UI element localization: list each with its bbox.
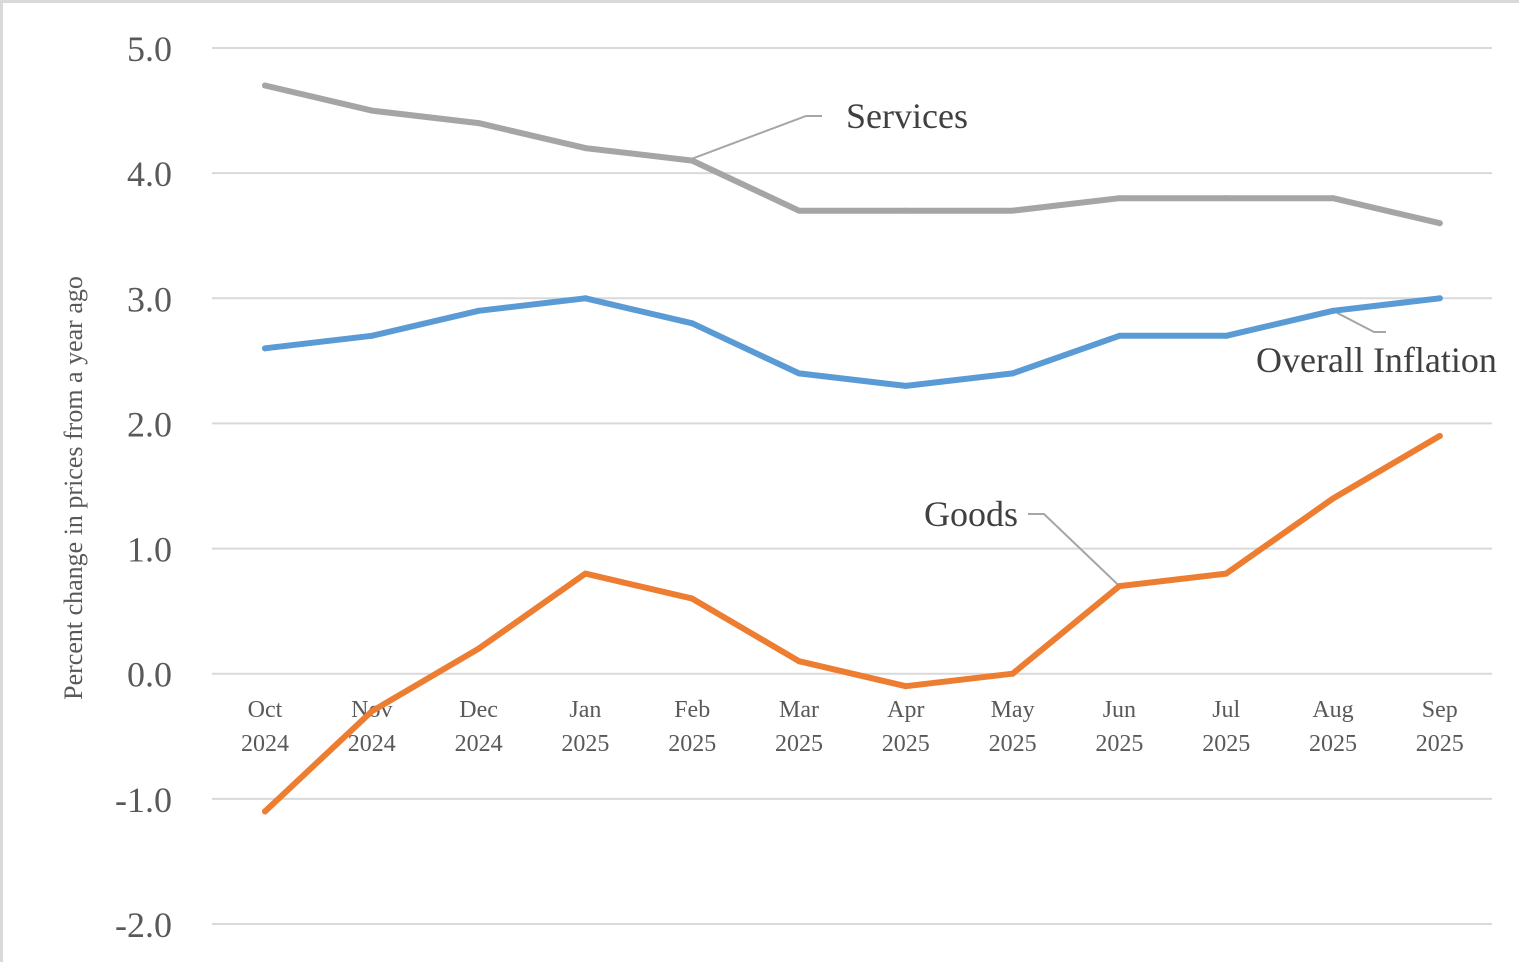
series-label-overall-inflation: Overall Inflation [1256, 340, 1497, 380]
data-point [1116, 332, 1123, 339]
data-point [582, 145, 589, 152]
data-point [262, 82, 268, 89]
x-axis-ticks: Oct2024Nov2024Dec2024Jan2025Feb2025Mar20… [241, 697, 1464, 757]
data-point [368, 107, 375, 114]
data-point [1436, 220, 1443, 227]
data-point [1330, 195, 1336, 202]
x-tick-label-month: Apr [887, 697, 924, 723]
x-tick-label-month: Feb [674, 697, 710, 723]
series-label-goods: Goods [924, 494, 1018, 534]
data-point [1009, 670, 1016, 677]
x-tick-label-month: Aug [1312, 697, 1353, 723]
data-point [1223, 570, 1230, 577]
x-tick-label-year: 2024 [348, 731, 396, 757]
y-tick-label: 2.0 [127, 404, 172, 444]
x-tick-label-year: 2025 [1202, 731, 1250, 757]
x-tick-label-year: 2025 [561, 731, 609, 757]
data-point [796, 658, 802, 665]
y-tick-label: -1.0 [115, 780, 172, 820]
x-tick-label-month: May [991, 697, 1035, 723]
x-tick-label-year: 2024 [241, 731, 289, 757]
x-tick-label-year: 2025 [775, 731, 823, 757]
series-line-goods [262, 432, 1443, 815]
data-point [689, 157, 696, 164]
data-point [1223, 195, 1230, 202]
leader-line-overall-inflation [1336, 311, 1386, 333]
x-tick-label-month: Mar [779, 697, 819, 723]
data-point [689, 595, 696, 602]
data-point [475, 120, 482, 127]
y-tick-label: 3.0 [127, 279, 172, 319]
leader-line-services [691, 115, 822, 160]
data-point [1116, 195, 1123, 202]
series-label-services: Services [846, 96, 968, 136]
data-point [582, 570, 589, 577]
x-tick-label-year: 2025 [1095, 731, 1143, 757]
x-tick-label-year: 2025 [882, 731, 930, 757]
data-point [475, 645, 482, 652]
data-point [796, 207, 802, 214]
x-tick-label-year: 2025 [668, 731, 716, 757]
data-point [262, 808, 268, 815]
leader-line-goods [1028, 513, 1119, 585]
data-point [902, 683, 909, 690]
x-tick-label-year: 2025 [1416, 731, 1464, 757]
y-tick-label: 0.0 [127, 655, 172, 695]
data-point [1436, 432, 1443, 439]
data-point [475, 307, 482, 314]
series-lines [262, 82, 1443, 815]
x-tick-label-month: Jul [1212, 697, 1240, 723]
x-tick-label-month: Jan [569, 697, 601, 723]
y-tick-label: 5.0 [127, 29, 172, 69]
data-point [368, 708, 375, 715]
data-point [1009, 207, 1016, 214]
data-point [796, 370, 802, 377]
data-point [1223, 332, 1230, 339]
y-axis-ticks: 5.0 4.0 3.0 2.0 1.0 0.0 -1.0 -2.0 [115, 29, 172, 945]
data-point [902, 382, 909, 389]
y-tick-label: 1.0 [127, 530, 172, 570]
x-tick-label-month: Jun [1103, 697, 1136, 723]
x-tick-label-month: Oct [248, 697, 283, 723]
data-point [1009, 370, 1016, 377]
data-point [1116, 583, 1123, 590]
y-tick-label: 4.0 [127, 154, 172, 194]
x-tick-label-year: 2025 [1309, 731, 1357, 757]
x-tick-label-month: Dec [459, 697, 498, 723]
data-point [582, 295, 589, 302]
data-point [1436, 295, 1443, 302]
data-point [262, 345, 268, 352]
series-line-overall-inflation [262, 295, 1443, 389]
data-point [1330, 307, 1336, 314]
data-point [902, 207, 909, 214]
data-point [1330, 495, 1336, 502]
data-point [368, 332, 375, 339]
y-tick-label: -2.0 [115, 905, 172, 945]
x-tick-label-month: Sep [1422, 697, 1458, 723]
data-point [689, 320, 696, 327]
y-axis-label: Percent change in prices from a year ago [59, 276, 88, 700]
x-tick-label-year: 2024 [455, 731, 503, 757]
series-line-services [262, 82, 1443, 227]
label-leader-lines [691, 115, 1386, 585]
x-tick-label-year: 2025 [989, 731, 1037, 757]
gridlines [212, 47, 1492, 925]
